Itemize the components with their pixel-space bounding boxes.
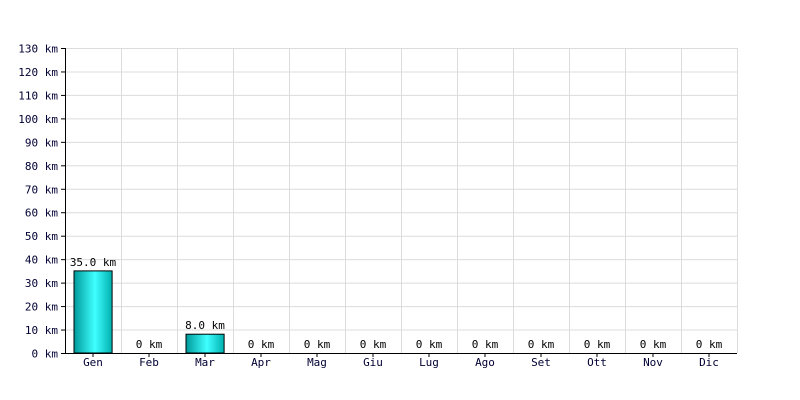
data-label: 0 km <box>696 338 723 351</box>
data-label: 0 km <box>304 338 331 351</box>
y-tick-label: 100 km <box>18 113 58 126</box>
y-tick-label: 30 km <box>25 277 58 290</box>
x-tick-label: Nov <box>643 356 663 369</box>
y-tick-label: 20 km <box>25 301 58 314</box>
data-label: 8.0 km <box>185 319 225 332</box>
y-tick-label: 70 km <box>25 183 58 196</box>
y-tick-label: 60 km <box>25 207 58 220</box>
data-label: 0 km <box>472 338 499 351</box>
x-tick-label: Feb <box>139 356 159 369</box>
x-tick-label: Ago <box>475 356 495 369</box>
data-label: 0 km <box>248 338 275 351</box>
axes <box>61 48 737 357</box>
y-tick-label: 110 km <box>18 89 58 102</box>
bar-gen <box>73 270 113 354</box>
data-label: 0 km <box>528 338 555 351</box>
x-tick-label: Giu <box>363 356 383 369</box>
grid <box>65 48 738 353</box>
labels: 0 km 10 km 20 km 30 km 40 km 50 km 60 km 70 km 8… <box>18 43 722 370</box>
bar-mar <box>185 333 225 354</box>
y-tick-label: 90 km <box>25 136 58 149</box>
x-tick-label: Set <box>531 356 551 369</box>
x-tick-label: Apr <box>251 356 271 369</box>
x-tick-label: Mar <box>195 356 215 369</box>
data-label: 0 km <box>136 338 163 351</box>
bars <box>73 270 225 354</box>
data-label: 0 km <box>584 338 611 351</box>
y-tick-label: 10 km <box>25 324 58 337</box>
x-tick-label: Lug <box>419 356 439 369</box>
data-label: 35.0 km <box>70 256 117 269</box>
y-tick-label: 40 km <box>25 254 58 267</box>
x-tick-label: Mag <box>307 356 327 369</box>
y-tick-label: 50 km <box>25 230 58 243</box>
data-label: 0 km <box>640 338 667 351</box>
x-tick-label: Ott <box>587 356 607 369</box>
y-tick-label: 120 km <box>18 66 58 79</box>
x-tick-label: Gen <box>83 356 103 369</box>
data-label: 0 km <box>416 338 443 351</box>
y-tick-label: 80 km <box>25 160 58 173</box>
y-tick-label: 130 km <box>18 43 58 56</box>
data-label: 0 km <box>360 338 387 351</box>
y-tick-label: 0 km <box>32 348 59 361</box>
x-tick-label: Dic <box>699 356 719 369</box>
